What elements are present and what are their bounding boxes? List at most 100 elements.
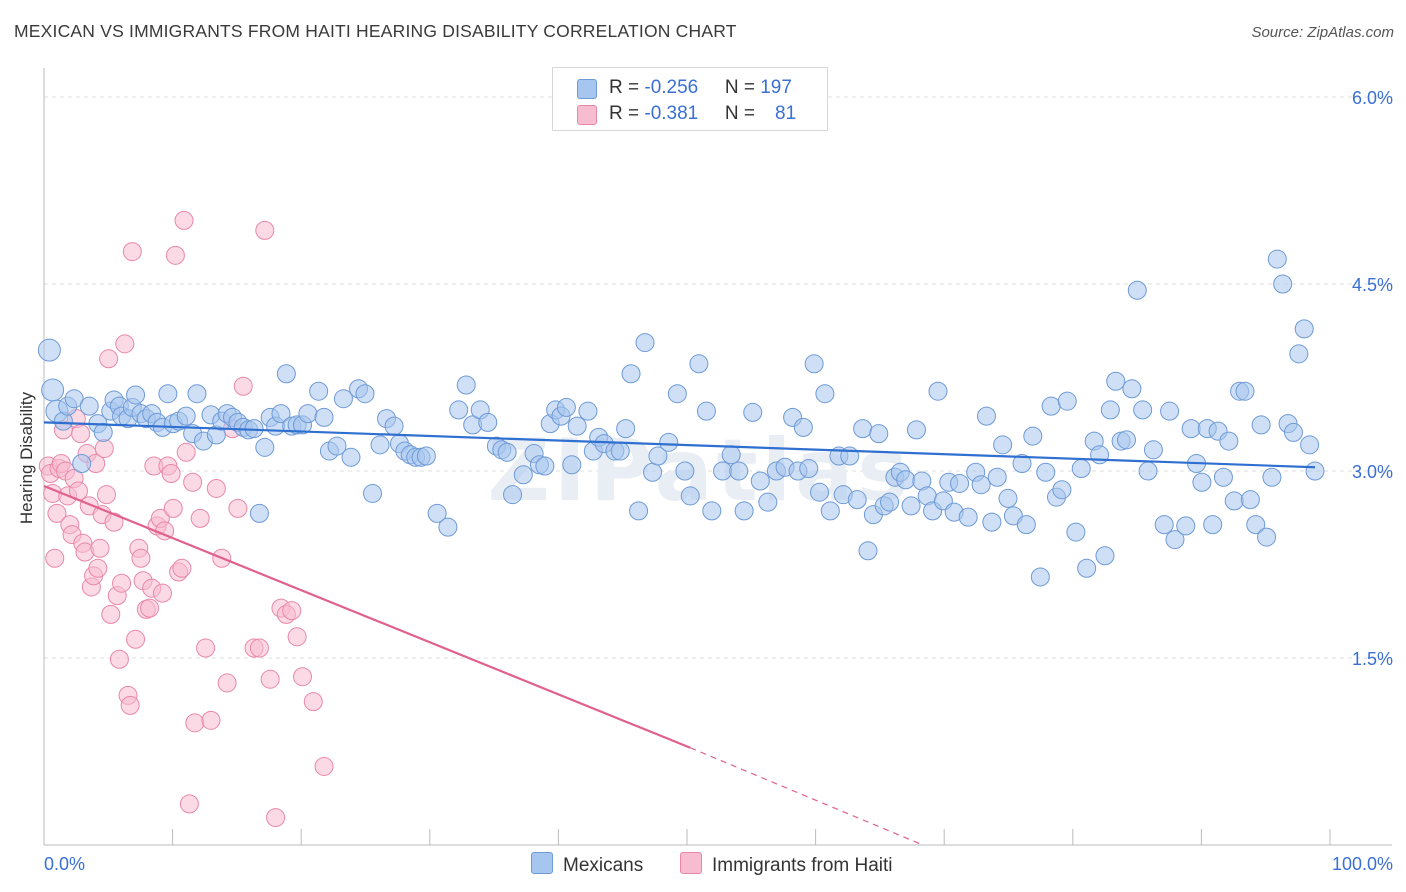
mexicans-point-170 (1100, 400, 1120, 420)
haiti-point-15 (71, 424, 91, 444)
mexicans-point-164 (1066, 522, 1086, 542)
legend-item-mexicans: Mexicans (531, 852, 643, 877)
mexicans-point-42 (271, 404, 291, 424)
mexicans-point-25 (176, 406, 196, 426)
haiti-point-51 (161, 463, 181, 483)
mexicans-point-59 (384, 416, 404, 436)
y-tick-label-2: 4.5% (1352, 275, 1393, 295)
mexicans-point-127 (853, 419, 873, 439)
mexicans-point-96 (635, 333, 655, 353)
tick-labels: 1.5% 3.0% 4.5% 6.0% 0.0% 100.0% (44, 88, 1393, 874)
mexicans-point-177 (1138, 461, 1158, 481)
mexicans-point-189 (1213, 467, 1233, 487)
haiti-point-73 (260, 669, 280, 689)
haiti-point-48 (152, 583, 172, 603)
haiti-point-23 (88, 558, 108, 578)
legend-r-label: R = (609, 77, 645, 98)
mexicans-point-101 (675, 461, 695, 481)
mexicans-point-97 (643, 462, 663, 482)
mexicans-point-120 (810, 482, 830, 502)
haiti-point-79 (293, 667, 313, 687)
mexicans-point-149 (976, 406, 996, 426)
mexicans-point-198 (1262, 467, 1282, 487)
y-axis-label: Hearing Disability (17, 391, 36, 524)
haiti-point-28 (99, 349, 119, 369)
correlation-legend: R = -0.256 N = 197 R = -0.381 N = 81 (552, 67, 828, 131)
mexicans-point-173 (1117, 430, 1137, 450)
haiti-point-69 (233, 376, 253, 396)
haiti-point-4 (47, 503, 67, 523)
haiti-point-30 (104, 512, 124, 532)
haiti-point-53 (165, 245, 185, 265)
haiti-point-81 (314, 756, 334, 776)
mexicans-point-22 (158, 384, 178, 404)
mexicans-point-68 (449, 400, 469, 420)
haiti-point-62 (196, 638, 216, 658)
legend-label-haiti: Immigrants from Haiti (712, 855, 893, 876)
haiti-point-24 (90, 538, 110, 558)
haiti-point-64 (206, 478, 226, 498)
mexicans-point-5 (64, 389, 84, 409)
haiti-point-66 (217, 673, 237, 693)
mexicans-point-92 (610, 441, 630, 461)
haiti-point-80 (303, 692, 323, 712)
mexicans-point-190 (1219, 431, 1239, 451)
mexicans-point-191 (1224, 491, 1244, 511)
legend-n-value: 81 (775, 103, 797, 124)
mexicans-point-49 (314, 407, 334, 427)
mexicans-point-206 (1305, 461, 1325, 481)
mexicans-point-146 (958, 507, 978, 527)
trend-lines (43, 421, 1316, 846)
mexicans-point-135 (896, 470, 916, 490)
mexicans-point-121 (815, 384, 835, 404)
mexicans-point-171 (1106, 371, 1126, 391)
mexicans-point-181 (1165, 530, 1185, 550)
mexicans-point-48 (309, 381, 329, 401)
haiti-point-57 (176, 442, 196, 462)
mexicans-point-137 (906, 420, 926, 440)
mexicans-point-165 (1071, 459, 1091, 479)
haiti-point-33 (112, 573, 132, 593)
mexicans-point-182 (1176, 516, 1196, 536)
mexicans-point-163 (1057, 391, 1077, 411)
mexicans-point-112 (758, 492, 778, 512)
mexicans-point-196 (1251, 415, 1271, 435)
haiti-point-26 (94, 439, 114, 459)
haiti-point-61 (190, 508, 210, 528)
mexicans-point-130 (869, 424, 889, 444)
mexicans-point-159 (1036, 462, 1056, 482)
mexicans-point-108 (729, 461, 749, 481)
mexicans-point-0 (37, 338, 61, 362)
mexicans-point-117 (793, 417, 813, 437)
mexicans-point-178 (1143, 440, 1163, 460)
mexicans-point-57 (370, 435, 390, 455)
haiti-point-63 (201, 710, 221, 730)
mexicans-point-169 (1095, 546, 1115, 566)
mexicans-point-168 (1090, 445, 1110, 465)
haiti-point-32 (109, 649, 129, 669)
mexicans-point-185 (1192, 472, 1212, 492)
mexicans-point-72 (478, 412, 498, 432)
mexicans-point-99 (659, 432, 679, 452)
haiti-point-52 (163, 498, 183, 518)
mexicans-point-204 (1294, 319, 1314, 339)
mexicans-point-157 (1023, 426, 1043, 446)
mexicans-point-105 (702, 501, 722, 521)
mexicans-point-153 (998, 488, 1018, 508)
mexicans-point-80 (535, 456, 555, 476)
mexicans-point-76 (503, 485, 523, 505)
mexicans-point-104 (696, 401, 716, 421)
haiti-point-78 (287, 627, 307, 647)
series-mexicans-points (37, 249, 1325, 587)
y-tick-label-3: 6.0% (1352, 88, 1393, 108)
mexicans-point-156 (1016, 515, 1036, 535)
mexicans-point-195 (1246, 515, 1266, 535)
mexicans-point-128 (858, 541, 878, 561)
mexicans-point-7 (79, 396, 99, 416)
mexicans-point-16 (126, 385, 146, 405)
mexicans-point-56 (363, 483, 383, 503)
x-tick-label-1: 100.0% (1332, 854, 1393, 874)
mexicans-point-119 (804, 354, 824, 374)
mexicans-point-110 (743, 402, 763, 422)
haiti-point-59 (183, 472, 203, 492)
